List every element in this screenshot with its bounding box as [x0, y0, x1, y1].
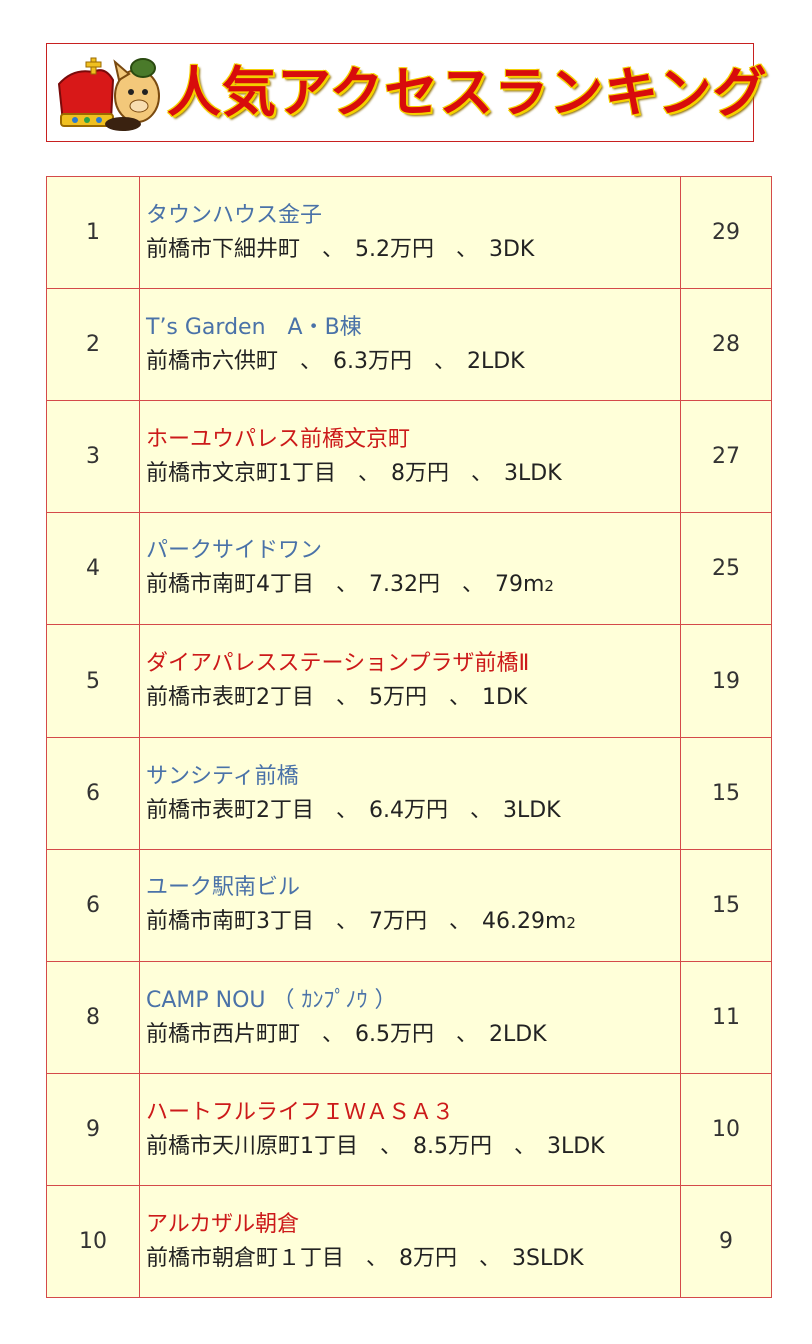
property-cell: タウンハウス金子前橋市下細井町 、 5.2万円 、 3DK	[139, 176, 681, 289]
access-count-cell: 29	[680, 176, 772, 289]
property-detail-text: 前橋市天川原町1丁目 、 8.5万円 、 3LDK	[146, 1133, 605, 1159]
property-name-link[interactable]: ユーク駅南ビル	[146, 875, 301, 900]
ranking-row[interactable]: 8 CAMP NOU （ ｶﾝﾌﾟﾉｳ ） 前橋市西片町町 、 6.5万円 、 2L…	[46, 961, 772, 1074]
property-cell: ダイアパレスステーションプラザ前橋Ⅱ 前橋市表町2丁目 、 5万円 、 1DK	[139, 624, 681, 738]
property-cell: T’s Garden A・B棟前橋市六供町 、 6.3万円 、 2LDK	[139, 288, 681, 401]
ranking-row[interactable]: 10 アルカザル朝倉 前橋市朝倉町１丁目 、 8万円 、 3SLDK 9	[46, 1185, 772, 1298]
property-detail-text: 前橋市西片町町 、 6.5万円 、 2LDK	[146, 1021, 547, 1047]
access-ranking-table: 1 タウンハウス金子 前橋市下細井町 、 5.2万円 、 3DK 29 2 T’s Gar…	[46, 176, 772, 1298]
ranking-row[interactable]: 6 サンシティ前橋 前橋市表町2丁目 、 6.4万円 、 3LDK 15	[46, 737, 772, 850]
property-name-link[interactable]: タウンハウス金子	[146, 202, 323, 228]
banner-title: 人気アクセスランキング	[167, 61, 768, 124]
property-name-link[interactable]: T’s Garden A・B棟	[146, 314, 362, 340]
rank-cell: 9	[46, 1073, 140, 1186]
property-detail-text: 前橋市表町2丁目 、 6.4万円 、 3LDK	[146, 797, 561, 823]
property-detail-text: 前橋市文京町1丁目 、 8万円 、 3LDK	[146, 460, 562, 486]
property-detail: 前橋市南町4丁目 、 7.32円 、 79m2	[146, 568, 680, 603]
ranking-row[interactable]: 6 ユーク駅南ビル 前橋市南町3丁目 、 7万円 、 46.29m2 15	[46, 849, 772, 962]
property-detail-text: 前橋市下細井町 、 5.2万円 、 3DK	[146, 236, 535, 262]
property-name-link[interactable]: ダイアパレスステーションプラザ前橋Ⅱ	[146, 651, 530, 676]
property-cell: CAMP NOU （ ｶﾝﾌﾟﾉｳ ） 前橋市西片町町 、 6.5万円 、 2LD…	[139, 961, 681, 1074]
property-name-link[interactable]: サンシティ前橋	[146, 763, 299, 789]
rank-cell: 10	[46, 1185, 140, 1298]
property-name-link[interactable]: ハートフルライフＩＷＡＳＡ３	[146, 1099, 455, 1125]
rank-cell: 6	[46, 737, 140, 850]
property-detail: 前橋市南町3丁目 、 7万円 、 46.29m2	[146, 905, 680, 940]
area-unit-suffix: 2	[566, 914, 576, 932]
property-detail: 前橋市表町2丁目 、 5万円 、 1DK	[146, 681, 680, 715]
access-count-cell: 27	[680, 400, 772, 513]
rank-cell: 8	[46, 961, 140, 1074]
ranking-banner: 人気アクセスランキング	[46, 43, 767, 142]
property-detail-text: 前橋市南町3丁目 、 7万円 、 46.29m	[146, 909, 567, 934]
rank-cell: 5	[46, 624, 140, 738]
property-name-link[interactable]: ホーユウパレス前橋文京町	[146, 426, 411, 452]
ranking-row[interactable]: 9 ハートフルライフＩＷＡＳＡ３ 前橋市天川原町1丁目 、 8.5万円 、 3LDK…	[46, 1073, 772, 1186]
ranking-row[interactable]: 5 ダイアパレスステーションプラザ前橋Ⅱ 前橋市表町2丁目 、 5万円 、 1DK 1…	[46, 624, 772, 738]
property-detail: 前橋市文京町1丁目 、 8万円 、 3LDK	[146, 457, 680, 491]
property-cell: アルカザル朝倉前橋市朝倉町１丁目 、 8万円 、 3SLDK	[139, 1185, 681, 1298]
access-count-cell: 28	[680, 288, 772, 401]
property-detail-text: 前橋市朝倉町１丁目 、 8万円 、 3SLDK	[146, 1245, 584, 1271]
property-name-link[interactable]: CAMP NOU （ ｶﾝﾌﾟﾉｳ ）	[146, 987, 397, 1013]
access-count-cell: 15	[680, 849, 772, 962]
property-detail-text: 前橋市南町4丁目 、 7.32円 、 79m	[146, 572, 545, 597]
ranking-row[interactable]: 1 タウンハウス金子 前橋市下細井町 、 5.2万円 、 3DK 29	[46, 176, 772, 289]
property-detail: 前橋市表町2丁目 、 6.4万円 、 3LDK	[146, 794, 680, 828]
property-detail: 前橋市六供町 、 6.3万円 、 2LDK	[146, 345, 680, 379]
rank-cell: 6	[46, 849, 140, 962]
mascot-crown-icon	[57, 57, 160, 131]
access-count-cell: 15	[680, 737, 772, 850]
access-count-cell: 9	[680, 1185, 772, 1298]
ranking-body: 1 タウンハウス金子 前橋市下細井町 、 5.2万円 、 3DK 29 2 T’s Gar…	[46, 176, 772, 1298]
property-detail: 前橋市下細井町 、 5.2万円 、 3DK	[146, 233, 680, 267]
property-cell: ホーユウパレス前橋文京町前橋市文京町1丁目 、 8万円 、 3LDK	[139, 400, 681, 513]
access-count-cell: 19	[680, 624, 772, 738]
property-name-link[interactable]: アルカザル朝倉	[146, 1211, 300, 1237]
area-unit-suffix: 2	[544, 577, 554, 595]
property-detail: 前橋市西片町町 、 6.5万円 、 2LDK	[146, 1018, 680, 1052]
rank-cell: 4	[46, 512, 140, 625]
ranking-row[interactable]: 3 ホーユウパレス前橋文京町 前橋市文京町1丁目 、 8万円 、 3LDK 27	[46, 400, 772, 513]
property-detail: 前橋市朝倉町１丁目 、 8万円 、 3SLDK	[146, 1242, 680, 1276]
property-cell: ハートフルライフＩＷＡＳＡ３ 前橋市天川原町1丁目 、 8.5万円 、 3LDK	[139, 1073, 681, 1186]
property-name-link[interactable]: パークサイドワン	[146, 538, 323, 563]
access-count-cell: 25	[680, 512, 772, 625]
rank-cell: 2	[46, 288, 140, 401]
access-count-cell: 10	[680, 1073, 772, 1186]
property-detail: 前橋市天川原町1丁目 、 8.5万円 、 3LDK	[146, 1130, 680, 1164]
access-count-cell: 11	[680, 961, 772, 1074]
property-detail-text: 前橋市六供町 、 6.3万円 、 2LDK	[146, 348, 525, 374]
ranking-row[interactable]: 2 T’s Garden A・B棟 前橋市六供町 、 6.3万円 、 2LDK 28	[46, 288, 772, 401]
rank-cell: 1	[46, 176, 140, 289]
property-detail-text: 前橋市表町2丁目 、 5万円 、 1DK	[146, 685, 528, 710]
ranking-row[interactable]: 4 パークサイドワン 前橋市南町4丁目 、 7.32円 、 79m2 25	[46, 512, 772, 625]
property-cell: サンシティ前橋前橋市表町2丁目 、 6.4万円 、 3LDK	[139, 737, 681, 850]
rank-cell: 3	[46, 400, 140, 513]
property-cell: ユーク駅南ビル前橋市南町3丁目 、 7万円 、 46.29m2	[139, 849, 681, 962]
property-cell: パークサイドワン前橋市南町4丁目 、 7.32円 、 79m2	[139, 512, 681, 625]
